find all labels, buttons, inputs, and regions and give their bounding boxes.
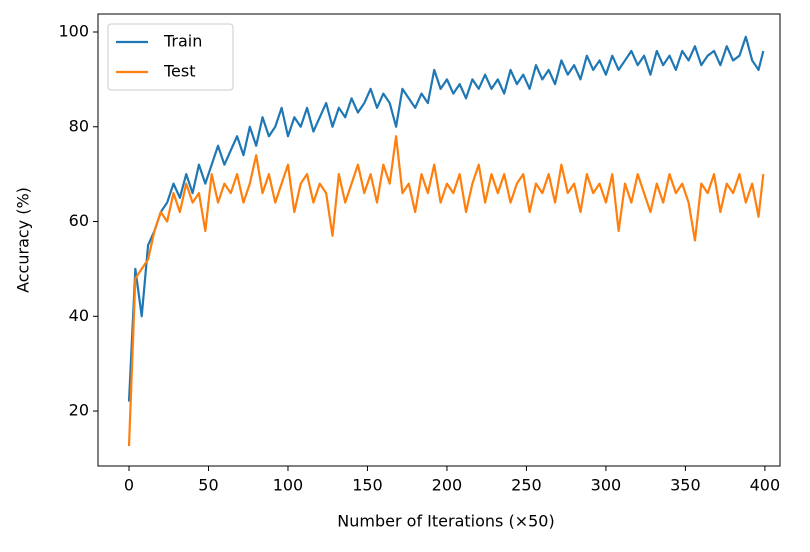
x-tick-label: 0	[124, 476, 134, 495]
legend-label: Train	[163, 32, 202, 51]
y-tick-label: 80	[69, 116, 89, 135]
y-tick-label: 40	[69, 306, 89, 325]
y-axis-label: Accuracy (%)	[14, 187, 33, 293]
x-tick-label: 400	[750, 476, 781, 495]
x-tick-label: 200	[432, 476, 463, 495]
y-tick-label: 100	[58, 22, 89, 41]
plot-frame	[97, 13, 781, 467]
legend-box	[107, 23, 234, 91]
x-tick-label: 150	[352, 476, 383, 495]
x-tick-label: 100	[273, 476, 304, 495]
y-tick-label: 20	[69, 401, 89, 420]
x-tick-label: 350	[670, 476, 701, 495]
series-line	[127, 135, 765, 447]
x-tick-label: 300	[591, 476, 622, 495]
x-tick-label: 50	[198, 476, 218, 495]
legend-label: Test	[163, 62, 196, 81]
series-line	[127, 35, 765, 402]
x-tick-label: 250	[511, 476, 542, 495]
x-axis-label: Number of Iterations (×50)	[337, 512, 554, 531]
y-tick-label: 60	[69, 211, 89, 230]
